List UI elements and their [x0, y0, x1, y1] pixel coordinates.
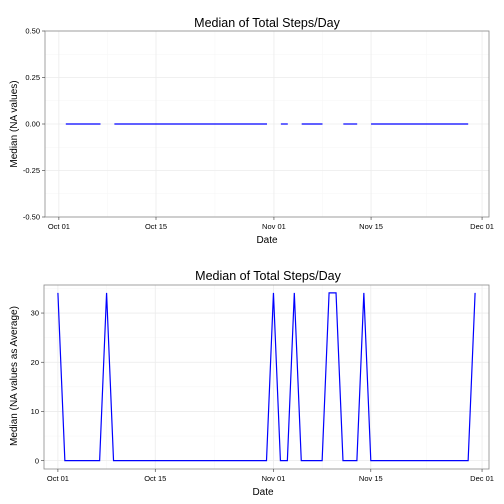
bottom-chart-panel: Median of Total Steps/Day Date Median (N…: [9, 269, 494, 498]
top-chart-y-tick-label: 0.00: [25, 120, 40, 129]
top-chart-title: Median of Total Steps/Day: [194, 16, 340, 30]
bottom-chart-x-tick-label: Nov 15: [359, 474, 383, 483]
top-chart-y-tick-label: -0.50: [23, 213, 40, 222]
bottom-chart-y-tick-label: 10: [31, 407, 39, 416]
bottom-chart-plot-area: [43, 284, 490, 470]
bottom-chart-y-axis-title: Median (NA values as Average): [9, 306, 20, 446]
bottom-chart-x-tick-label: Nov 01: [262, 474, 286, 483]
top-chart-x-tick-label: Oct 01: [48, 222, 70, 231]
bottom-chart-x-tick-label: Dec 01: [470, 474, 494, 483]
top-chart-x-axis: Oct 01 Oct 15 Nov 01 Nov 15 Dec 01: [48, 217, 494, 231]
top-chart-x-tick-label: Nov 01: [262, 222, 286, 231]
bottom-chart-y-axis: 30 20 10 0: [31, 309, 44, 465]
top-chart-y-tick-label: 0.50: [25, 27, 40, 36]
bottom-chart-y-tick-label: 30: [31, 309, 39, 318]
top-chart-x-tick-label: Dec 01: [470, 222, 494, 231]
series-line: [57, 292, 476, 462]
bottom-chart-x-tick-label: Oct 01: [47, 474, 69, 483]
bottom-chart-gridlines: [44, 285, 489, 469]
top-chart-x-tick-label: Nov 15: [359, 222, 383, 231]
bottom-chart-series: [57, 292, 476, 462]
top-chart-x-tick-label: Oct 15: [145, 222, 167, 231]
bottom-chart-x-tick-label: Oct 15: [144, 474, 166, 483]
top-chart-y-tick-label: -0.25: [23, 166, 40, 175]
bottom-chart-title: Median of Total Steps/Day: [195, 269, 341, 283]
bottom-chart-x-axis: Oct 01 Oct 15 Nov 01 Nov 15 Dec 01: [47, 469, 494, 483]
top-chart-x-axis-title: Date: [256, 235, 278, 246]
top-chart-panel: Median of Total Steps/Day Date Median (N…: [9, 16, 494, 246]
top-chart-y-tick-label: 0.25: [25, 73, 40, 82]
top-chart-y-axis-title: Median (NA values): [9, 80, 20, 167]
bottom-chart-x-axis-title: Date: [252, 487, 274, 498]
bottom-chart-y-tick-label: 20: [31, 358, 39, 367]
bottom-chart-y-tick-label: 0: [35, 456, 39, 465]
top-chart-y-axis: 0.50 0.25 0.00 -0.25 -0.50: [23, 27, 45, 222]
